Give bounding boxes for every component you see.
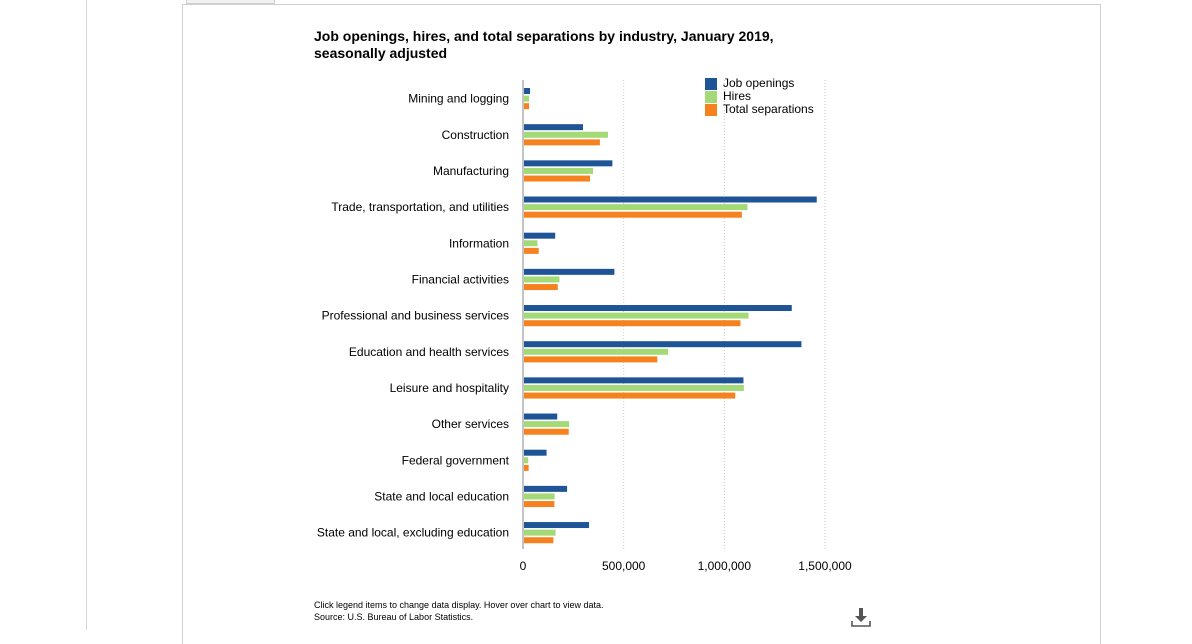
- legend-label: Job openings: [723, 76, 795, 90]
- legend-item[interactable]: Total separations: [705, 103, 814, 116]
- legend-item[interactable]: Hires: [705, 90, 814, 103]
- category-label: Leisure and hospitality: [390, 381, 509, 395]
- bar[interactable]: [524, 377, 744, 384]
- bar[interactable]: [524, 232, 556, 239]
- category-label: Financial activities: [412, 272, 509, 286]
- category-label: Federal government: [402, 453, 510, 467]
- x-tick-label: 0: [520, 559, 527, 573]
- category-label: State and local education: [374, 489, 509, 503]
- bar[interactable]: [524, 88, 531, 94]
- bar[interactable]: [524, 240, 538, 247]
- bar[interactable]: [524, 522, 590, 529]
- bar[interactable]: [524, 211, 742, 218]
- bar[interactable]: [524, 175, 591, 182]
- bar[interactable]: [524, 421, 570, 428]
- footer-source: Source: U.S. Bureau of Labor Statistics.: [314, 612, 474, 622]
- bar[interactable]: [524, 501, 555, 508]
- bar[interactable]: [524, 464, 529, 471]
- x-tick-label: 500,000: [602, 559, 646, 573]
- x-tick-label: 1,000,000: [698, 559, 752, 573]
- bar[interactable]: [524, 276, 560, 283]
- bar[interactable]: [524, 160, 613, 167]
- legend-swatch: [705, 90, 717, 103]
- bar[interactable]: [524, 204, 748, 211]
- bar[interactable]: [524, 139, 600, 146]
- bar[interactable]: [524, 493, 555, 500]
- x-axis: 0 500,000 1,000,000 1,500,000: [520, 559, 852, 573]
- bar[interactable]: [524, 392, 736, 399]
- bar[interactable]: [524, 268, 615, 275]
- category-labels: Mining and logging Construction Manufactur…: [317, 92, 510, 540]
- bar[interactable]: [524, 320, 741, 327]
- bar[interactable]: [524, 356, 658, 363]
- bar-chart[interactable]: Mining and logging Construction Manufactur…: [0, 0, 1192, 630]
- bars: [524, 88, 817, 544]
- category-label: State and local, excluding education: [317, 526, 509, 540]
- bar[interactable]: [524, 348, 669, 355]
- legend-swatch: [705, 77, 717, 90]
- legend-label: Total separations: [723, 102, 814, 116]
- category-label: Professional and business services: [322, 309, 509, 323]
- bar[interactable]: [524, 312, 749, 319]
- category-label: Construction: [442, 128, 509, 142]
- bar[interactable]: [524, 95, 530, 102]
- bar[interactable]: [524, 341, 802, 348]
- bar[interactable]: [524, 103, 530, 110]
- bar[interactable]: [524, 196, 817, 203]
- category-label: Manufacturing: [433, 164, 509, 178]
- legend-swatch: [705, 103, 717, 116]
- bar[interactable]: [524, 449, 547, 456]
- bar[interactable]: [524, 537, 554, 544]
- chart-title: Job openings, hires, and total separatio…: [314, 28, 774, 61]
- bar[interactable]: [524, 457, 529, 464]
- category-label: Information: [449, 236, 509, 250]
- bar[interactable]: [524, 284, 558, 291]
- download-icon[interactable]: [849, 605, 873, 629]
- legend-item[interactable]: Job openings: [705, 77, 814, 90]
- x-tick-label: 1,500,000: [798, 559, 852, 573]
- tab-stub[interactable]: [186, 0, 275, 4]
- bar[interactable]: [524, 167, 594, 174]
- footer-note: Click legend items to change data displa…: [314, 599, 603, 623]
- bar[interactable]: [524, 305, 792, 312]
- category-label: Trade, transportation, and utilities: [331, 200, 509, 214]
- category-label: Education and health services: [349, 345, 509, 359]
- bar[interactable]: [524, 384, 744, 391]
- bar[interactable]: [524, 485, 568, 492]
- category-label: Mining and logging: [408, 92, 509, 106]
- footer-instructions: Click legend items to change data displa…: [314, 600, 604, 610]
- category-label: Other services: [432, 417, 509, 431]
- chart-panel: [182, 4, 1101, 644]
- bar[interactable]: [524, 247, 539, 254]
- bar[interactable]: [524, 529, 556, 536]
- legend: Job openings Hires Total separations: [705, 77, 814, 116]
- bar[interactable]: [524, 413, 558, 420]
- bar[interactable]: [524, 124, 583, 131]
- legend-label: Hires: [723, 89, 752, 103]
- bar[interactable]: [524, 131, 608, 138]
- page-divider: [86, 0, 87, 630]
- bar[interactable]: [524, 428, 569, 435]
